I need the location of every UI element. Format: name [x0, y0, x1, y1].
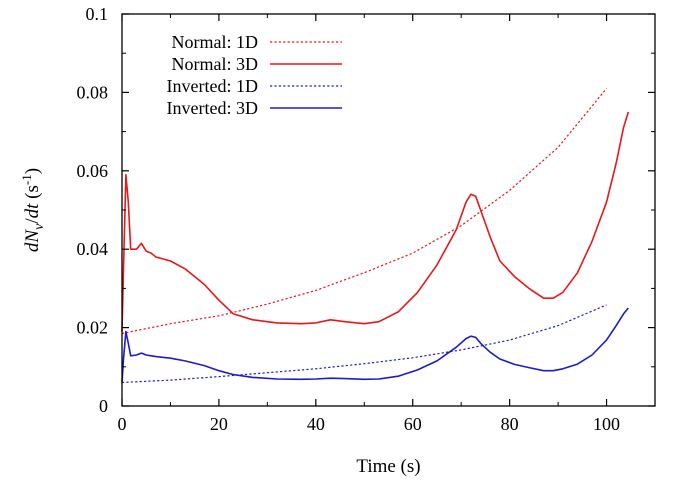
x-axis-title: Time (s) [356, 456, 420, 477]
y-tick-label: 0.1 [86, 4, 109, 24]
y-tick-label: 0.06 [77, 161, 109, 181]
y-axis-title-N: N [22, 229, 43, 244]
y-axis-title-text: dNν/dt (s-1) [19, 168, 47, 252]
legend-label-normal-1d: Normal: 1D [172, 32, 258, 52]
legend-label-inverted-1d: Inverted: 1D [167, 76, 258, 96]
x-tick-label: 60 [404, 414, 422, 434]
series-layer [121, 88, 630, 384]
y-axis-title-close: ) [22, 168, 43, 174]
x-tick-label: 40 [307, 414, 325, 434]
y-axis-title-slash: / [22, 218, 43, 224]
y-axis-title-exponent: -1 [19, 174, 34, 185]
series-line-inverted-1d [121, 304, 607, 384]
legend-label-normal-3d: Normal: 3D [172, 54, 258, 74]
y-axis-title-d: d [22, 242, 43, 252]
x-tick-label: 20 [210, 414, 228, 434]
x-tick-label: 0 [118, 414, 127, 434]
series-line-inverted-3d [121, 307, 629, 383]
series-line-normal-3d [121, 111, 630, 332]
legend-label-inverted-3d: Inverted: 3D [167, 98, 258, 118]
y-tick-label: 0.04 [77, 239, 109, 259]
y-axis-title: dNν/dt (s-1) [19, 168, 47, 252]
y-tick-label: 0.08 [77, 82, 109, 102]
x-tick-label: 80 [501, 414, 519, 434]
y-axis-title-dt: dt [22, 203, 43, 219]
x-tick-label: 100 [593, 414, 620, 434]
y-tick-label: 0.02 [77, 318, 109, 338]
ticks-layer: 0 20 40 60 80 100 0 0.02 0.04 0.06 0.08 0.1 [77, 4, 655, 434]
y-tick-label: 0 [99, 396, 108, 416]
y-axis-title-nu: ν [32, 223, 47, 230]
y-axis-title-unit: (s [22, 185, 43, 203]
series-line-normal-1d [121, 88, 607, 335]
